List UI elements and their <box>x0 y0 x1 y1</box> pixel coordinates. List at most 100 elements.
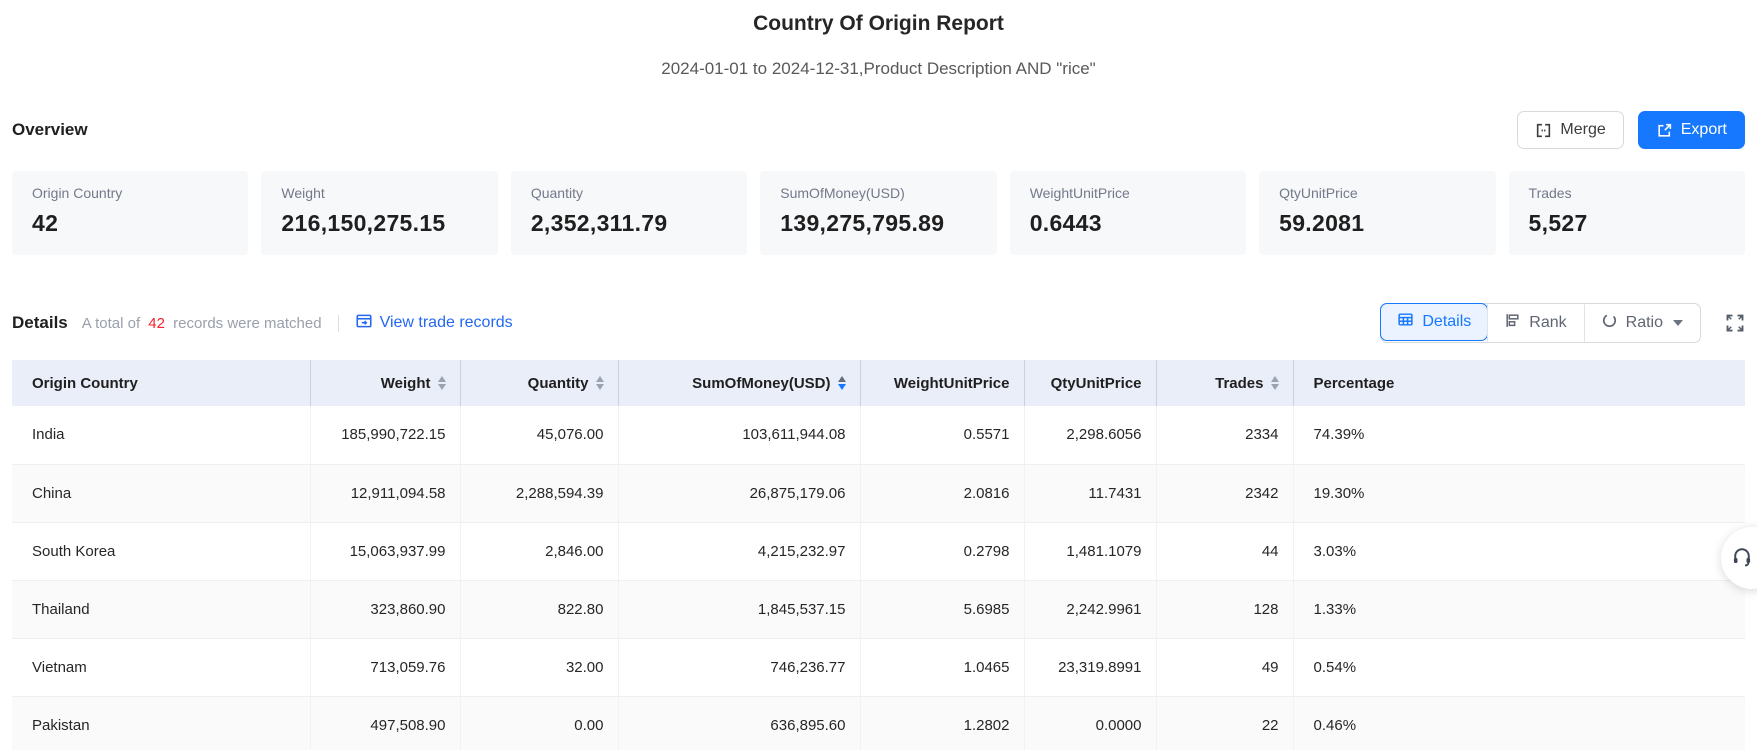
match-suffix: records were matched <box>173 314 322 332</box>
cell-quantity: 2,288,594.39 <box>460 464 619 523</box>
tab-rank[interactable]: Rank <box>1487 304 1583 342</box>
cell-trades: 2334 <box>1156 406 1294 465</box>
cell-weight: 12,911,094.58 <box>310 464 461 523</box>
cell-sum-of-money: 26,875,179.06 <box>618 464 861 523</box>
stat-value: 0.6443 <box>1029 210 1102 236</box>
stat-value: 216,150,275.15 <box>281 210 446 236</box>
stat-card-quantity: Quantity 2,352,311.79 <box>510 171 748 255</box>
sort-icons[interactable] <box>595 376 604 390</box>
view-trade-records-link[interactable]: View trade records <box>355 312 513 335</box>
sort-icons[interactable] <box>437 376 446 390</box>
cell-weight-unit-price: 2.0816 <box>860 464 1025 523</box>
cell-quantity: 32.00 <box>460 638 619 697</box>
cell-weight-unit-price: 1.0465 <box>860 638 1025 697</box>
merge-button[interactable]: Merge <box>1517 111 1624 149</box>
stat-label: Quantity <box>530 185 583 201</box>
table-row-india: India 185,990,722.15 45,076.00 103,611,9… <box>12 406 1745 465</box>
column-label: Quantity <box>527 374 589 392</box>
stat-label: QtyUnitPrice <box>1279 185 1358 201</box>
cell-country: Pakistan <box>12 696 311 750</box>
column-header-qty-unit-price: QtyUnitPrice <box>1024 360 1157 406</box>
stat-card-qty-unit-price: QtyUnitPrice 59.2081 <box>1259 171 1496 255</box>
merge-label: Merge <box>1560 121 1606 138</box>
export-label: Export <box>1680 121 1727 138</box>
headset-icon <box>1730 544 1754 573</box>
details-table: Origin Country Weight Quantity SumOfMone… <box>12 360 1745 750</box>
cell-sum-of-money: 1,845,537.15 <box>618 580 861 639</box>
sort-icons[interactable] <box>1270 376 1279 390</box>
report-subtitle: 2024-01-01 to 2024-12-31,Product Descrip… <box>661 59 1096 78</box>
cell-weight: 323,860.90 <box>310 580 461 639</box>
column-label: WeightUnitPrice <box>893 374 1010 392</box>
cell-country: Thailand <box>12 580 311 639</box>
cell-sum-of-money: 103,611,944.08 <box>618 406 861 465</box>
column-header-trades[interactable]: Trades <box>1156 360 1294 406</box>
stat-value: 2,352,311.79 <box>530 210 668 236</box>
table-row-china: China 12,911,094.58 2,288,594.39 26,875,… <box>12 464 1745 523</box>
cell-quantity: 45,076.00 <box>460 406 619 465</box>
view-toggle-group: Details Rank Ratio <box>1380 303 1701 343</box>
export-icon <box>1656 122 1673 139</box>
cell-qty-unit-price: 23,319.8991 <box>1024 638 1157 697</box>
column-label: Trades <box>1215 374 1264 392</box>
cell-sum-of-money: 4,215,232.97 <box>618 522 861 581</box>
stat-label: WeightUnitPrice <box>1029 185 1130 201</box>
tab-rank-label: Rank <box>1529 314 1567 331</box>
table-header: Origin Country Weight Quantity SumOfMone… <box>12 360 1745 406</box>
cell-quantity: 822.80 <box>460 580 619 639</box>
cell-percentage: 0.54% <box>1293 638 1745 697</box>
column-label: QtyUnitPrice <box>1050 374 1142 392</box>
cell-quantity: 0.00 <box>460 696 619 750</box>
page-title: Country Of Origin Report <box>753 12 1004 35</box>
cell-qty-unit-price: 1,481.1079 <box>1024 522 1157 581</box>
cell-country: India <box>12 406 311 465</box>
cell-trades: 128 <box>1156 580 1294 639</box>
cell-weight: 185,990,722.15 <box>310 406 461 465</box>
cell-weight: 15,063,937.99 <box>310 522 461 581</box>
fullscreen-button[interactable] <box>1725 313 1745 333</box>
stat-card-origin-country: Origin Country 42 <box>12 171 249 255</box>
tab-details[interactable]: Details <box>1380 303 1489 341</box>
view-switcher: Details Rank Ratio <box>1380 303 1745 343</box>
column-label: Origin Country <box>32 374 138 392</box>
stat-label: Trades <box>1528 185 1572 201</box>
column-label: SumOfMoney(USD) <box>692 374 831 392</box>
stat-value: 139,275,795.89 <box>780 210 945 236</box>
tab-ratio[interactable]: Ratio <box>1583 304 1700 342</box>
match-count: 42 <box>148 314 165 332</box>
column-header-sum-of-money[interactable]: SumOfMoney(USD) <box>618 360 861 406</box>
export-button[interactable]: Export <box>1637 111 1745 149</box>
details-heading: Details <box>12 313 68 332</box>
match-summary: A total of 42 records were matched <box>82 315 322 332</box>
cell-trades: 2342 <box>1156 464 1294 523</box>
table-row-pakistan: Pakistan 497,508.90 0.00 636,895.60 1.28… <box>12 696 1745 750</box>
details-summary: Details A total of 42 records were match… <box>12 312 513 335</box>
cell-percentage: 74.39% <box>1293 406 1745 465</box>
vertical-divider <box>337 314 339 332</box>
cell-trades: 49 <box>1156 638 1294 697</box>
stat-value: 42 <box>32 210 59 236</box>
sort-icons-descending-active[interactable] <box>837 376 846 390</box>
trade-window-icon <box>355 312 373 335</box>
cell-qty-unit-price: 11.7431 <box>1024 464 1157 523</box>
table-row-vietnam: Vietnam 713,059.76 32.00 746,236.77 1.04… <box>12 638 1745 697</box>
cell-qty-unit-price: 2,242.9961 <box>1024 580 1157 639</box>
report-header: Country Of Origin Report 2024-01-01 to 2… <box>12 0 1745 79</box>
column-header-origin-country: Origin Country <box>12 360 311 406</box>
stat-card-weight: Weight 216,150,275.15 <box>261 171 498 255</box>
table-grid-icon <box>1397 311 1414 333</box>
details-toolbar: Details A total of 42 records were match… <box>12 303 1745 343</box>
column-header-weight[interactable]: Weight <box>310 360 461 406</box>
cell-trades: 22 <box>1156 696 1294 750</box>
cell-percentage: 19.30% <box>1293 464 1745 523</box>
view-trade-records-label: View trade records <box>379 314 513 331</box>
cell-weight: 713,059.76 <box>310 638 461 697</box>
stat-value: 59.2081 <box>1279 210 1365 236</box>
cell-weight-unit-price: 1.2802 <box>860 696 1025 750</box>
cell-country: Vietnam <box>12 638 311 697</box>
column-header-quantity[interactable]: Quantity <box>460 360 619 406</box>
action-buttons: Merge Export <box>1517 111 1745 149</box>
stat-card-trades: Trades 5,527 <box>1508 171 1745 255</box>
cell-percentage: 3.03% <box>1293 522 1745 581</box>
